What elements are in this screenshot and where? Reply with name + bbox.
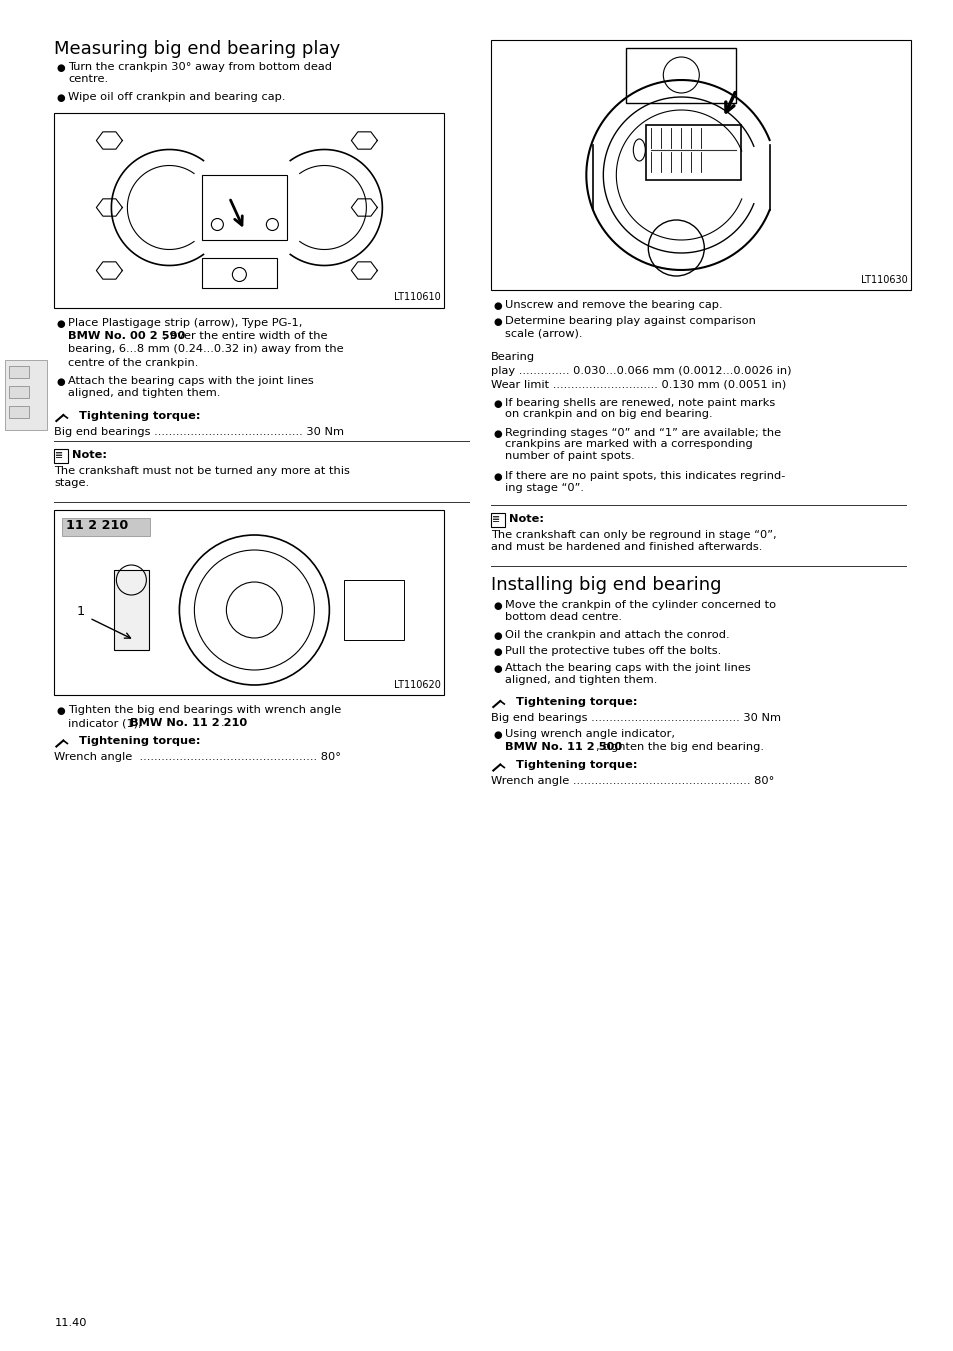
Text: Measuring big end bearing play: Measuring big end bearing play [54,41,340,58]
Text: ●: ● [493,663,501,674]
Text: 1: 1 [76,605,85,617]
Text: Tightening torque:: Tightening torque: [508,697,638,707]
Text: play .............. 0.030...0.066 mm (0.0012...0.0026 in): play .............. 0.030...0.066 mm (0.… [491,366,791,376]
Text: Note:: Note: [72,450,108,459]
Text: Turn the crankpin 30° away from bottom dead
centre.: Turn the crankpin 30° away from bottom d… [69,62,332,84]
Text: Regrinding stages “0” and “1” are available; the
crankpins are marked with a cor: Regrinding stages “0” and “1” are availa… [505,427,781,461]
Text: Attach the bearing caps with the joint lines
aligned, and tighten them.: Attach the bearing caps with the joint l… [69,376,314,397]
Bar [9,386,29,399]
Text: Attach the bearing caps with the joint lines
aligned, and tighten them.: Attach the bearing caps with the joint l… [505,663,750,685]
Text: ●: ● [56,319,65,328]
Text: ≣: ≣ [55,450,64,459]
Text: indicator (1),: indicator (1), [69,719,146,728]
Text: Tightening torque:: Tightening torque: [71,411,201,422]
Text: Note:: Note: [509,513,544,524]
Text: ●: ● [493,399,501,408]
Bar [202,258,277,288]
Bar [9,407,29,417]
Text: ●: ● [493,301,501,311]
Text: LT110620: LT110620 [393,680,440,690]
Text: If bearing shells are renewed, note paint marks
on crankpin and on big end beari: If bearing shells are renewed, note pain… [505,397,775,419]
Text: ≣: ≣ [492,513,500,524]
Text: ●: ● [493,631,501,640]
Text: Wear limit ............................. 0.130 mm (0.0051 in): Wear limit .............................… [491,380,785,389]
Bar [54,509,444,694]
Text: Big end bearings ......................................... 30 Nm: Big end bearings .......................… [54,427,344,436]
Text: ●: ● [493,428,501,439]
Text: Wrench angle ................................................. 80°: Wrench angle ...........................… [491,777,774,786]
Text: 11 2 210: 11 2 210 [67,519,129,532]
Text: BMW No. 11 2 500: BMW No. 11 2 500 [505,743,622,753]
Text: .: . [220,719,224,728]
Text: ●: ● [56,93,65,103]
Text: Unscrew and remove the bearing cap.: Unscrew and remove the bearing cap. [505,300,722,309]
Bar [344,580,404,640]
Text: Oil the crankpin and attach the conrod.: Oil the crankpin and attach the conrod. [505,630,729,640]
Text: ●: ● [56,377,65,386]
Bar [491,513,505,527]
Text: ●: ● [493,317,501,327]
Text: LT110610: LT110610 [394,293,440,303]
Bar [114,570,150,650]
Bar [626,49,736,103]
Text: BMW No. 00 2 590: BMW No. 00 2 590 [69,331,186,340]
Bar [54,112,444,308]
Text: ●: ● [56,707,65,716]
Text: LT110630: LT110630 [860,276,906,285]
Text: ●: ● [493,730,501,740]
Text: Tightening torque:: Tightening torque: [508,761,638,770]
Text: The crankshaft must not be turned any more at this
stage.: The crankshaft must not be turned any mo… [54,466,350,488]
Bar [9,366,29,378]
Bar [5,359,47,430]
Text: 11.40: 11.40 [54,1319,87,1328]
Text: Using wrench angle indicator,: Using wrench angle indicator, [505,730,675,739]
Text: , over the entire width of the: , over the entire width of the [163,331,328,340]
Text: ●: ● [493,471,501,482]
Text: If there are no paint spots, this indicates regrind-
ing stage “0”.: If there are no paint spots, this indica… [505,471,785,493]
Bar [62,517,151,536]
Text: Bearing: Bearing [491,351,535,362]
Text: The crankshaft can only be reground in stage “0”,
and must be hardened and finis: The crankshaft can only be reground in s… [491,530,776,551]
Bar [54,449,69,463]
Text: ●: ● [493,601,501,611]
Text: Tighten the big end bearings with wrench angle: Tighten the big end bearings with wrench… [69,705,341,715]
Text: Pull the protective tubes off the bolts.: Pull the protective tubes off the bolts. [505,647,720,657]
Text: Move the crankpin of the cylinder concerned to
bottom dead centre.: Move the crankpin of the cylinder concer… [505,600,776,621]
Text: BMW No. 11 2 210: BMW No. 11 2 210 [131,719,248,728]
Text: Wipe oil off crankpin and bearing cap.: Wipe oil off crankpin and bearing cap. [69,92,286,101]
Text: centre of the crankpin.: centre of the crankpin. [69,358,198,367]
Text: Determine bearing play against comparison
scale (arrow).: Determine bearing play against compariso… [505,316,756,338]
Text: Wrench angle  ................................................. 80°: Wrench angle ...........................… [54,753,341,762]
Text: Place Plastigage strip (arrow), Type PG-1,: Place Plastigage strip (arrow), Type PG-… [69,317,302,327]
Bar [491,41,910,290]
Bar [202,174,287,239]
Text: ●: ● [493,647,501,658]
Text: bearing, 6...8 mm (0.24...0.32 in) away from the: bearing, 6...8 mm (0.24...0.32 in) away … [69,345,344,354]
Bar [645,126,740,180]
Text: Big end bearings ......................................... 30 Nm: Big end bearings .......................… [491,713,781,723]
Text: Installing big end bearing: Installing big end bearing [491,576,721,594]
Text: Tightening torque:: Tightening torque: [71,736,201,747]
Text: ●: ● [56,63,65,73]
Text: , tighten the big end bearing.: , tighten the big end bearing. [596,743,763,753]
